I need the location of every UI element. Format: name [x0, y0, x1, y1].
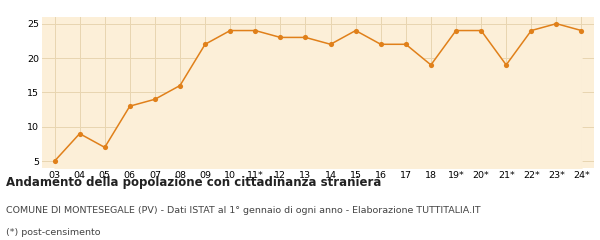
Point: [426, 63, 436, 67]
Point: [351, 29, 361, 32]
Point: [551, 22, 561, 26]
Point: [301, 36, 310, 39]
Point: [50, 159, 59, 163]
Point: [275, 36, 285, 39]
Point: [401, 42, 410, 46]
Point: [476, 29, 486, 32]
Point: [175, 84, 185, 87]
Point: [502, 63, 511, 67]
Point: [100, 145, 110, 149]
Point: [226, 29, 235, 32]
Text: (*) post-censimento: (*) post-censimento: [6, 228, 101, 237]
Point: [200, 42, 210, 46]
Point: [376, 42, 386, 46]
Point: [75, 132, 85, 136]
Point: [150, 97, 160, 101]
Point: [526, 29, 536, 32]
Point: [250, 29, 260, 32]
Point: [326, 42, 335, 46]
Point: [577, 29, 586, 32]
Point: [125, 104, 134, 108]
Point: [451, 29, 461, 32]
Text: Andamento della popolazione con cittadinanza straniera: Andamento della popolazione con cittadin…: [6, 176, 382, 189]
Text: COMUNE DI MONTESEGALE (PV) - Dati ISTAT al 1° gennaio di ogni anno - Elaborazion: COMUNE DI MONTESEGALE (PV) - Dati ISTAT …: [6, 206, 481, 216]
